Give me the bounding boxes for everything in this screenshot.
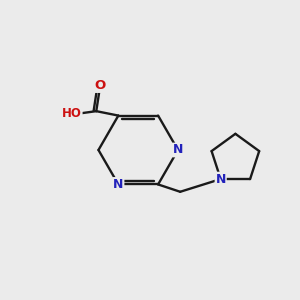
Text: O: O: [94, 79, 106, 92]
Text: N: N: [215, 172, 226, 186]
Text: N: N: [113, 178, 124, 191]
Text: N: N: [173, 143, 183, 157]
Text: HO: HO: [62, 107, 82, 120]
